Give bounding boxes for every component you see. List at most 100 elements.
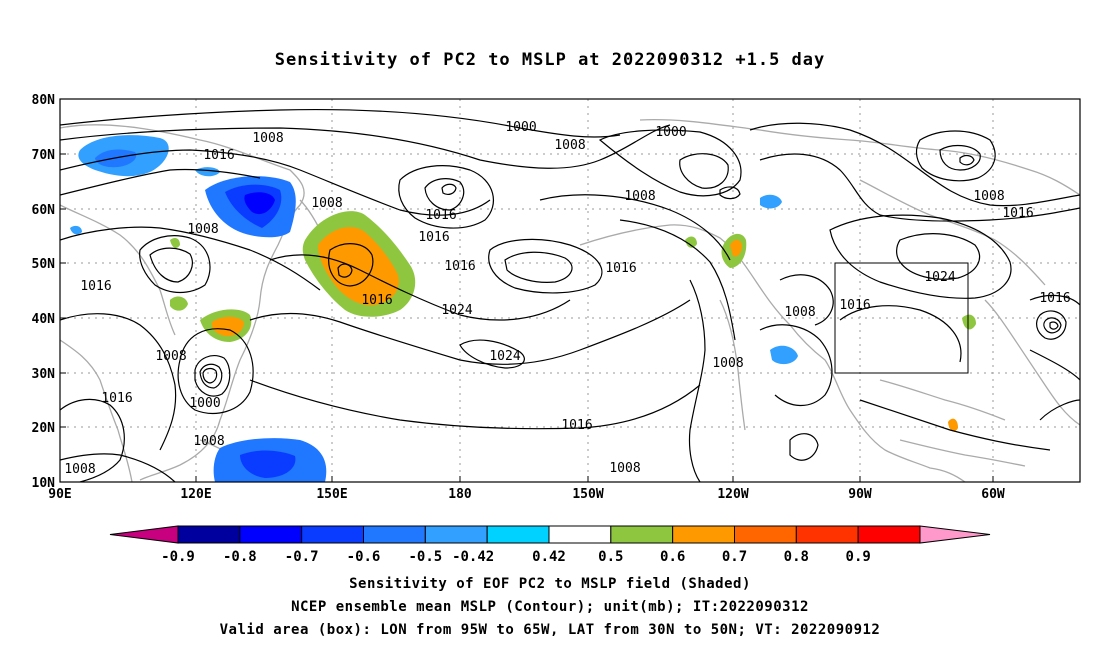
- shaded-negative-regions: [70, 135, 798, 482]
- colorbar: [109, 525, 991, 544]
- colorbar-label: -0.7: [285, 549, 319, 565]
- colorbar-labels: -0.9 -0.8 -0.7 -0.6 -0.5 -0.42 0.42 0.5 0.6 0.7 0.…: [161, 549, 871, 565]
- footer-line-3: Valid area (box): LON from 95W to 65W, L…: [219, 622, 881, 638]
- contour-label: 1000: [189, 396, 220, 411]
- contour-label: 1008: [252, 131, 283, 146]
- colorbar-label: 0.42: [532, 549, 566, 565]
- colorbar-segment: [672, 525, 736, 544]
- blue-region-japan-center: [244, 192, 275, 215]
- lon-label: 90E: [48, 487, 71, 502]
- lat-label: 60N: [32, 203, 56, 218]
- contour-label: 1016: [839, 298, 870, 313]
- colorbar-segment: [177, 525, 241, 544]
- mslp-contours: [60, 108, 1080, 482]
- contour-label: 1008: [311, 196, 342, 211]
- chart-title: Sensitivity of PC2 to MSLP at 2022090312…: [274, 50, 826, 70]
- green-region-7: [948, 418, 958, 432]
- colorbar-segment: [239, 525, 303, 544]
- contour-label: 1016: [80, 279, 111, 294]
- blue-region-small4: [195, 167, 220, 177]
- lon-label: 120W: [717, 487, 748, 502]
- lat-label: 50N: [32, 257, 56, 272]
- contour-label: 1000: [505, 120, 536, 135]
- contour-label: 1008: [187, 222, 218, 237]
- colorbar-extend-low: [109, 525, 179, 544]
- contour-label: 1016: [561, 418, 592, 433]
- colorbar-label: 0.5: [598, 549, 623, 565]
- colorbar-segment: [857, 525, 921, 544]
- blue-region-small3: [70, 225, 82, 235]
- green-region-6: [962, 314, 976, 330]
- lon-label: 150W: [572, 487, 603, 502]
- orange-region-pacific: [318, 227, 399, 306]
- green-region-5: [685, 236, 697, 248]
- contour-label: 1016: [203, 148, 234, 163]
- blue-region-small2: [770, 345, 798, 365]
- lon-label: 180: [448, 487, 472, 502]
- longitude-labels: 90E 120E 150E 180 150W 120W 90W 60W: [48, 487, 1005, 502]
- orange-region-4: [730, 239, 742, 257]
- axis-ticks: [59, 98, 994, 483]
- contour-label: 1016: [418, 230, 449, 245]
- contour-label: 1016: [1039, 291, 1070, 306]
- contour-label: 1016: [361, 293, 392, 308]
- colorbar-segment: [734, 525, 797, 544]
- lat-label: 70N: [32, 148, 56, 163]
- contour-label: 1016: [101, 391, 132, 406]
- valid-area-box: [834, 262, 969, 374]
- colorbar-label: 0.6: [660, 549, 685, 565]
- colorbar-segment: [363, 525, 426, 544]
- green-region-8: [170, 237, 180, 248]
- colorbar-label: -0.5: [408, 549, 442, 565]
- lat-label: 20N: [32, 421, 56, 436]
- colorbar-label: -0.42: [452, 549, 494, 565]
- colorbar-label: -0.9: [161, 549, 195, 565]
- contour-label: 1016: [444, 259, 475, 274]
- colorbar-label: -0.8: [223, 549, 257, 565]
- contour-labels: 1000 1008 1016 1000 1008 1016 1008 1008 1016 1016…: [64, 120, 1070, 477]
- colorbar-segment: [548, 525, 612, 544]
- contour-label: 1024: [924, 270, 955, 285]
- footer-line-1: Sensitivity of EOF PC2 to MSLP field (Sh…: [349, 576, 751, 592]
- colorbar-segment: [301, 525, 364, 544]
- lat-label: 30N: [32, 367, 56, 382]
- contour-label: 1008: [609, 461, 640, 476]
- lon-label: 150E: [316, 487, 347, 502]
- colorbar-segment: [424, 525, 488, 544]
- contour-label: 1016: [425, 208, 456, 223]
- contour-label: 1008: [193, 434, 224, 449]
- shaded-positive-regions: [170, 211, 976, 432]
- colorbar-segment: [610, 525, 674, 544]
- lon-label: 90W: [848, 487, 872, 502]
- map-frame: [59, 98, 1081, 483]
- blue-region-small1: [760, 194, 782, 209]
- contour-label: 1008: [64, 462, 95, 477]
- colorbar-label: -0.6: [347, 549, 381, 565]
- contour-label: 1000: [655, 125, 686, 140]
- latitude-labels: 80N 70N 60N 50N 40N 30N 20N 10N: [32, 93, 56, 491]
- colorbar-segment: [795, 525, 859, 544]
- blue-region-south-core: [240, 450, 296, 478]
- colorbar-label: 0.7: [722, 549, 747, 565]
- colorbar-label: 0.9: [846, 549, 871, 565]
- contour-label: 1008: [554, 138, 585, 153]
- contour-label: 1016: [605, 261, 636, 276]
- lat-label: 40N: [32, 312, 56, 327]
- green-region-3: [170, 296, 188, 311]
- colorbar-label: 0.8: [784, 549, 809, 565]
- contour-label: 1016: [1002, 206, 1033, 221]
- contour-label: 1008: [624, 189, 655, 204]
- contour-label: 1008: [155, 349, 186, 364]
- contour-label: 1008: [973, 189, 1004, 204]
- colorbar-extend-high: [919, 525, 991, 544]
- contour-label: 1024: [441, 303, 472, 318]
- contour-label: 1024: [489, 349, 520, 364]
- contour-label: 1008: [712, 356, 743, 371]
- colorbar-segment: [486, 525, 550, 544]
- lat-label: 80N: [32, 93, 56, 108]
- orange-region-2: [211, 316, 244, 337]
- lat-label: 10N: [32, 476, 56, 491]
- lon-label: 60W: [981, 487, 1005, 502]
- lon-label: 120E: [180, 487, 211, 502]
